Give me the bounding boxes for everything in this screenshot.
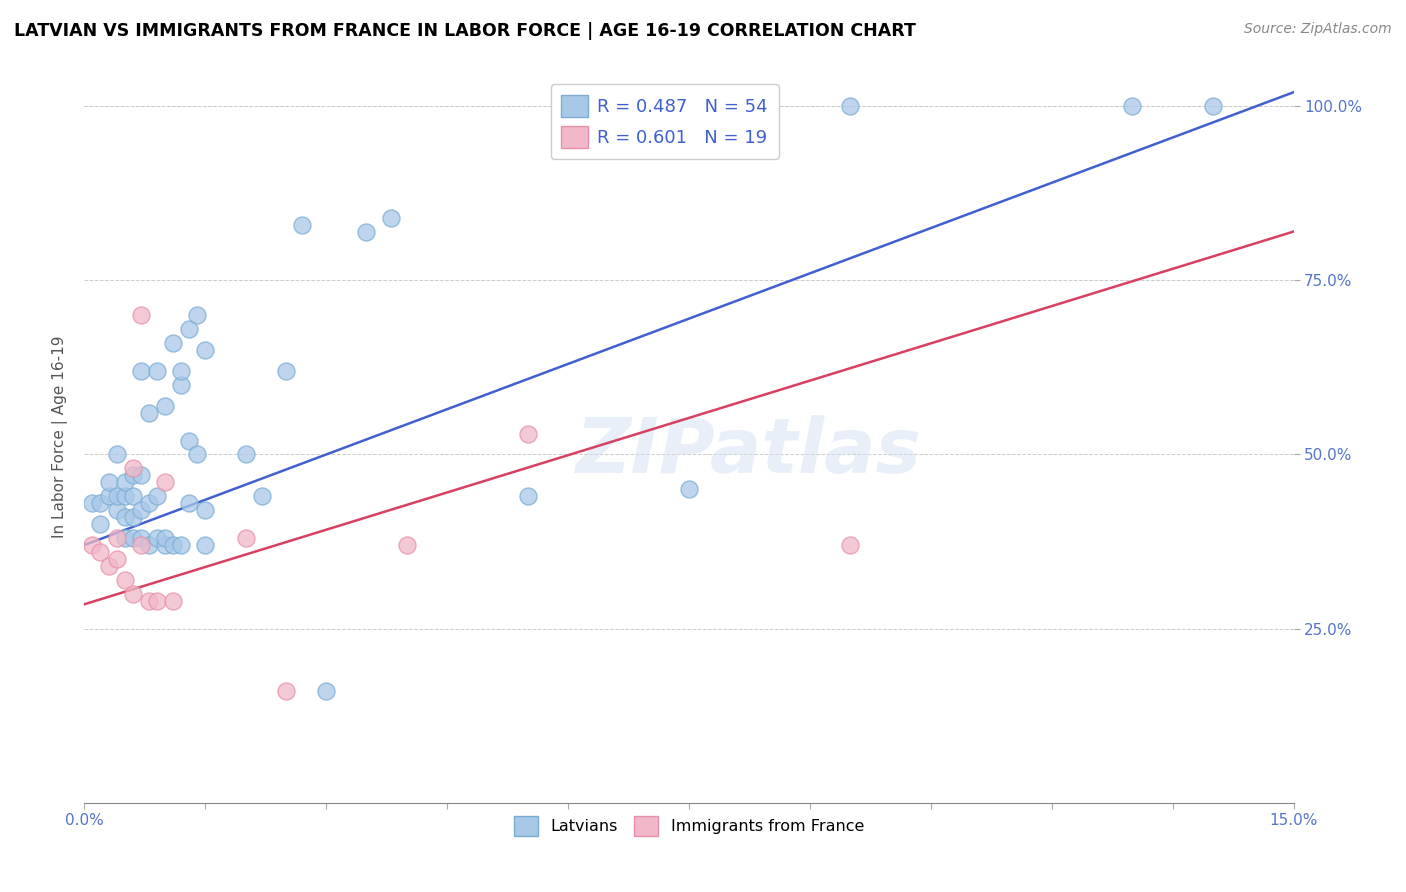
Text: ZIPatlas: ZIPatlas bbox=[576, 415, 922, 489]
Point bbox=[516, 426, 538, 441]
Point bbox=[839, 538, 862, 552]
Point bbox=[516, 489, 538, 503]
Point bbox=[186, 308, 208, 322]
Point bbox=[170, 538, 193, 552]
Point bbox=[250, 489, 273, 503]
Point bbox=[129, 308, 152, 322]
Point bbox=[121, 461, 143, 475]
Point bbox=[97, 558, 120, 573]
Point bbox=[129, 538, 152, 552]
Point bbox=[170, 364, 193, 378]
Point bbox=[105, 448, 128, 462]
Point bbox=[179, 322, 201, 336]
Point bbox=[380, 211, 402, 225]
Point bbox=[89, 545, 111, 559]
Point bbox=[194, 538, 217, 552]
Y-axis label: In Labor Force | Age 16-19: In Labor Force | Age 16-19 bbox=[52, 335, 69, 539]
Point bbox=[146, 594, 169, 608]
Point bbox=[274, 684, 297, 698]
Point bbox=[97, 489, 120, 503]
Point bbox=[395, 538, 418, 552]
Point bbox=[146, 531, 169, 545]
Point bbox=[194, 343, 217, 357]
Point bbox=[82, 496, 104, 510]
Point bbox=[186, 448, 208, 462]
Legend: Latvians, Immigrants from France: Latvians, Immigrants from France bbox=[508, 810, 870, 842]
Point bbox=[194, 503, 217, 517]
Point bbox=[179, 434, 201, 448]
Point bbox=[114, 475, 136, 490]
Point bbox=[121, 510, 143, 524]
Point bbox=[129, 531, 152, 545]
Point bbox=[121, 489, 143, 503]
Point bbox=[146, 489, 169, 503]
Point bbox=[153, 538, 176, 552]
Point bbox=[105, 503, 128, 517]
Point bbox=[138, 496, 160, 510]
Point bbox=[274, 364, 297, 378]
Point bbox=[89, 517, 111, 532]
Point bbox=[97, 475, 120, 490]
Point bbox=[162, 538, 184, 552]
Point bbox=[129, 364, 152, 378]
Point bbox=[153, 399, 176, 413]
Point bbox=[235, 531, 257, 545]
Point bbox=[1202, 99, 1225, 113]
Point bbox=[105, 531, 128, 545]
Point bbox=[114, 489, 136, 503]
Point bbox=[138, 538, 160, 552]
Point bbox=[179, 496, 201, 510]
Point bbox=[235, 448, 257, 462]
Point bbox=[1121, 99, 1143, 113]
Point bbox=[114, 573, 136, 587]
Point bbox=[114, 531, 136, 545]
Point bbox=[114, 510, 136, 524]
Point bbox=[153, 531, 176, 545]
Point bbox=[129, 468, 152, 483]
Point bbox=[105, 552, 128, 566]
Point bbox=[162, 594, 184, 608]
Point bbox=[129, 503, 152, 517]
Point bbox=[121, 587, 143, 601]
Point bbox=[138, 594, 160, 608]
Point bbox=[146, 364, 169, 378]
Point bbox=[170, 377, 193, 392]
Point bbox=[291, 218, 314, 232]
Point bbox=[138, 406, 160, 420]
Point bbox=[105, 489, 128, 503]
Point bbox=[839, 99, 862, 113]
Point bbox=[89, 496, 111, 510]
Point bbox=[82, 538, 104, 552]
Point bbox=[121, 468, 143, 483]
Point bbox=[356, 225, 378, 239]
Point bbox=[162, 336, 184, 351]
Point bbox=[121, 531, 143, 545]
Text: LATVIAN VS IMMIGRANTS FROM FRANCE IN LABOR FORCE | AGE 16-19 CORRELATION CHART: LATVIAN VS IMMIGRANTS FROM FRANCE IN LAB… bbox=[14, 22, 915, 40]
Point bbox=[315, 684, 337, 698]
Point bbox=[153, 475, 176, 490]
Point bbox=[678, 483, 700, 497]
Text: Source: ZipAtlas.com: Source: ZipAtlas.com bbox=[1244, 22, 1392, 37]
